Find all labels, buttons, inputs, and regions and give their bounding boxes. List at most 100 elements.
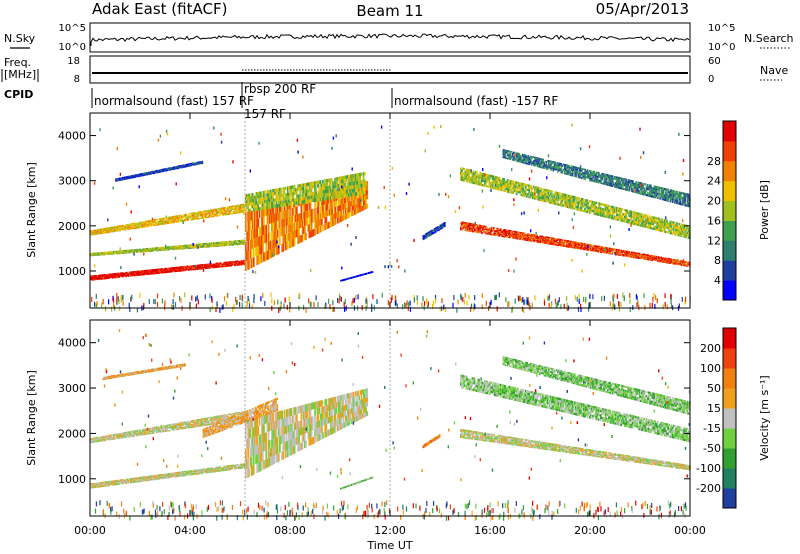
echo-cell	[299, 200, 301, 205]
echo-cell	[348, 212, 350, 218]
echo-cell	[176, 221, 179, 223]
echo-cell	[169, 267, 172, 269]
echo-cell	[91, 230, 93, 232]
echo-cell	[162, 222, 165, 224]
echo-cell	[289, 224, 291, 233]
echo-cell	[124, 229, 126, 231]
echo-cell	[355, 204, 357, 210]
echo-cell	[145, 269, 148, 272]
echo-cell	[675, 263, 677, 265]
echo-cell	[527, 233, 529, 235]
echo-cell	[483, 231, 486, 233]
echo-cell	[650, 257, 652, 260]
echo-cell	[530, 237, 533, 240]
echo-cell	[670, 261, 673, 264]
echo-cell	[265, 193, 268, 197]
echo-cell	[140, 173, 142, 175]
echo-cell	[488, 176, 491, 179]
echo-cell	[128, 271, 131, 274]
echo-cell	[355, 184, 358, 189]
echo-cell	[198, 212, 200, 215]
echo-cell	[140, 271, 142, 274]
echo-cell	[217, 241, 220, 244]
echo-cell	[593, 244, 595, 247]
echo-cell	[131, 272, 133, 274]
echo-cell	[170, 245, 173, 248]
echo-cell	[104, 253, 107, 255]
echo-cell	[106, 230, 108, 233]
echo-cell	[99, 276, 101, 278]
echo-cell	[198, 211, 200, 213]
echo-cell	[464, 175, 467, 178]
echo-cell	[474, 180, 477, 183]
echo-cell	[351, 185, 354, 189]
echo-cell	[651, 257, 653, 260]
echo-cell	[528, 237, 530, 239]
echo-cell	[626, 252, 628, 255]
echo-cell	[606, 249, 609, 251]
echo-cell	[351, 174, 354, 178]
echo-cell	[472, 170, 475, 173]
echo-cell	[630, 252, 633, 254]
echo-cell	[290, 189, 292, 193]
echo-cell	[225, 210, 228, 213]
echo-cell	[238, 242, 240, 244]
echo-cell	[155, 271, 157, 274]
echo-cell	[511, 235, 513, 238]
echo-cell	[339, 205, 341, 211]
echo-cell	[528, 239, 530, 242]
echo-cell	[462, 167, 464, 170]
echo-cell	[165, 270, 167, 273]
echo-cell	[195, 162, 198, 165]
echo-cell	[148, 271, 150, 273]
echo-cell	[474, 228, 477, 230]
echo-cell	[230, 265, 232, 267]
echo-cell	[293, 191, 296, 195]
echo-cell	[536, 239, 538, 242]
echo-cell	[246, 206, 248, 210]
echo-cell	[288, 202, 290, 206]
echo-cell	[256, 228, 258, 238]
echo-cell	[471, 230, 474, 233]
echo-cell	[239, 261, 241, 264]
echo-cell	[222, 214, 224, 216]
echo-cell	[227, 242, 230, 244]
echo-cell	[614, 248, 617, 251]
echo-cell	[461, 178, 463, 181]
echo-cell	[526, 234, 528, 236]
echo-cell	[539, 241, 542, 244]
echo-cell	[208, 243, 211, 246]
echo-cell	[330, 202, 332, 209]
echo-cell	[260, 235, 263, 245]
echo-cell	[471, 172, 474, 175]
echo-cell	[605, 248, 608, 250]
echo-cell	[583, 248, 585, 251]
echo-cell	[625, 252, 627, 254]
echo-cell	[175, 220, 178, 222]
echo-cell	[353, 204, 356, 210]
echo-cell	[272, 201, 274, 206]
echo-cell	[227, 240, 230, 243]
echo-cell	[204, 243, 206, 245]
echo-cell	[202, 264, 205, 266]
echo-cell	[251, 220, 254, 230]
echo-cell	[513, 189, 516, 193]
echo-cell	[626, 251, 628, 254]
echo-cell	[358, 187, 360, 192]
echo-cell	[291, 185, 294, 189]
echo-cell	[117, 272, 120, 275]
echo-cell	[192, 212, 195, 214]
echo-cell	[275, 188, 278, 192]
echo-cell	[211, 210, 214, 212]
echo-cell	[288, 225, 290, 233]
echo-cell	[334, 191, 337, 196]
echo-cell	[511, 180, 513, 183]
echo-cell	[254, 195, 256, 199]
echo-cell	[562, 242, 565, 245]
echo-cell	[139, 221, 141, 224]
echo-cell	[174, 245, 176, 248]
echo-cell	[468, 169, 470, 172]
echo-cell	[186, 267, 189, 269]
echo-cell	[346, 278, 349, 280]
echo-cell	[190, 246, 192, 248]
